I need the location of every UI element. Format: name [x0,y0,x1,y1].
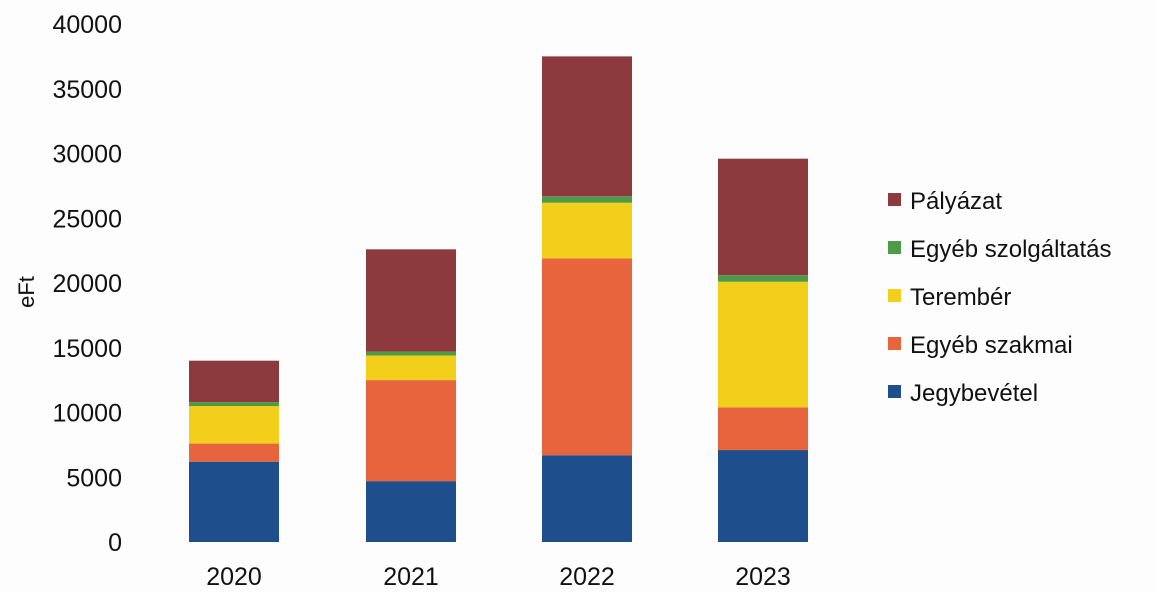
bar-segment [366,249,456,352]
bar-segment [366,380,456,482]
bar-segment [366,351,456,356]
legend-swatch [888,385,901,398]
bar-segment [542,258,632,456]
y-tick-label: 35000 [52,76,122,104]
legend-label: Egyéb szakmai [910,332,1073,359]
x-tick-label: 2023 [735,563,791,591]
bar-stack-2020 [189,360,279,542]
bar-segment [366,481,456,542]
legend-swatch [888,337,901,350]
bar-segment [189,360,279,403]
plot-area [189,56,808,542]
y-tick-label: 30000 [52,141,122,169]
bar-segment [189,402,279,407]
bar-segment [542,56,632,197]
legend-item: Jegybevétel [888,380,1038,407]
bar-segment [542,202,632,259]
legend-swatch [888,193,901,206]
y-axis: 0 5000 10000 15000 20000 25000 30000 35000 40000 [52,11,122,557]
y-tick-label: 0 [108,529,122,557]
y-tick-label: 10000 [52,400,122,428]
bar-segment [542,455,632,542]
bar-segment [189,406,279,444]
y-tick-label: 15000 [52,335,122,363]
y-tick-label: 20000 [52,270,122,298]
legend-item: Egyéb szolgáltatás [888,236,1111,263]
bar-segment [542,196,632,203]
x-tick-label: 2021 [383,563,439,591]
y-tick-label: 40000 [52,11,122,39]
x-axis: 2020 2021 2022 2023 [206,563,791,591]
y-axis-title: eFt [14,276,39,308]
legend-swatch [888,241,901,254]
legend: Pályázat Egyéb szolgáltatás Terembér Egyéb … [888,188,1111,407]
legend-item: Terembér [888,284,1011,311]
x-tick-label: 2022 [559,563,615,591]
bar-segment [718,275,808,282]
legend-item: Egyéb szakmai [888,332,1073,359]
y-tick-label: 25000 [52,205,122,233]
bar-segment [189,443,279,462]
legend-label: Terembér [910,284,1011,311]
bar-segment [718,281,808,408]
legend-item: Pályázat [888,188,1002,215]
bar-segment [366,355,456,381]
y-tick-label: 5000 [66,464,122,492]
legend-swatch [888,289,901,302]
bar-stack-2023 [718,158,808,542]
bar-segment [718,158,808,276]
bar-segment [718,450,808,542]
legend-label: Pályázat [910,188,1002,215]
legend-label: Egyéb szolgáltatás [910,236,1111,263]
bar-stack-2021 [366,249,456,542]
bar-stack-2022 [542,56,632,542]
bar-segment [718,407,808,451]
x-tick-label: 2020 [206,563,262,591]
bar-segment [189,461,279,542]
legend-label: Jegybevétel [910,380,1038,407]
